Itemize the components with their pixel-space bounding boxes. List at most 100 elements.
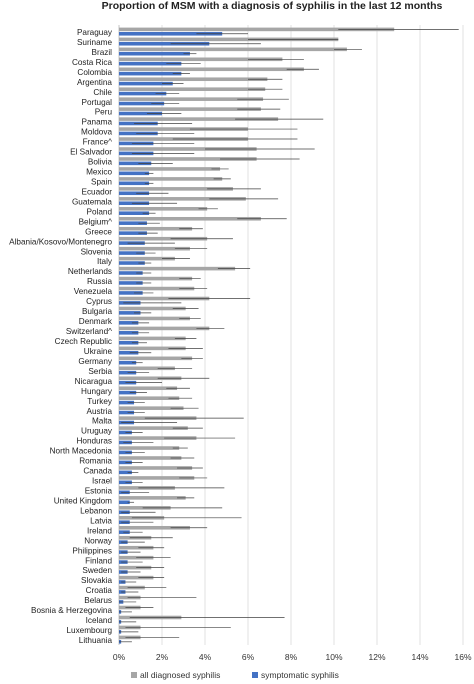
- bar-all-diagnosed: [119, 446, 180, 450]
- country-label: Mexico: [86, 168, 112, 177]
- country-label: Malta: [92, 417, 112, 426]
- bar-symptomatic: [119, 211, 150, 215]
- country-label: Israel: [92, 477, 112, 486]
- country-label: Lebanon: [80, 506, 112, 515]
- bar-symptomatic: [119, 221, 147, 225]
- bar-all-diagnosed: [119, 346, 186, 351]
- bar-symptomatic: [119, 321, 139, 325]
- country-label: Albania/Kosovo/Montenegro: [9, 237, 112, 246]
- country-label: Hungary: [81, 387, 113, 396]
- country-label: Philippines: [72, 546, 112, 555]
- bar-all-diagnosed: [119, 67, 304, 72]
- bar-symptomatic: [119, 111, 162, 116]
- country-label: El Salvador: [70, 148, 112, 157]
- bar-all-diagnosed: [119, 376, 182, 381]
- bar-all-diagnosed: [119, 496, 186, 500]
- x-tick-label: 4%: [199, 652, 212, 662]
- country-label: Lithuania: [79, 636, 113, 645]
- country-label: Portugal: [82, 98, 113, 107]
- country-label: Belgium^: [79, 217, 113, 226]
- x-tick-label: 12%: [368, 652, 385, 662]
- bar-symptomatic: [119, 101, 165, 106]
- country-label: Honduras: [76, 437, 112, 446]
- country-label: Switzerland^: [66, 327, 112, 336]
- bar-all-diagnosed: [119, 216, 261, 221]
- country-label: Ecuador: [82, 187, 113, 196]
- country-label: Ireland: [87, 526, 112, 535]
- country-label: Cyprus: [86, 297, 112, 306]
- x-tick-label: 0%: [113, 652, 126, 662]
- country-label: Finland: [85, 556, 112, 565]
- bar-all-diagnosed: [119, 27, 395, 32]
- country-label: Slovakia: [81, 576, 112, 585]
- country-label: Chile: [93, 88, 112, 97]
- country-label: Russia: [87, 277, 112, 286]
- bar-all-diagnosed: [119, 207, 208, 211]
- country-label: Costa Rica: [72, 58, 112, 67]
- bar-symptomatic: [119, 251, 145, 255]
- country-label: Canada: [83, 467, 112, 476]
- bar-symptomatic: [119, 191, 150, 196]
- country-label: Suriname: [77, 38, 112, 47]
- bar-all-diagnosed: [119, 565, 152, 570]
- bar-all-diagnosed: [119, 426, 188, 430]
- bar-symptomatic: [119, 340, 139, 345]
- bar-all-diagnosed: [119, 147, 257, 151]
- bar-all-diagnosed: [119, 77, 268, 82]
- bar-all-diagnosed: [119, 296, 210, 301]
- legend-swatch-symptomatic: [252, 672, 258, 678]
- bar-all-diagnosed: [119, 436, 197, 440]
- bar-all-diagnosed: [119, 396, 180, 400]
- bar-symptomatic: [119, 331, 139, 335]
- bar-symptomatic: [119, 360, 137, 365]
- bar-symptomatic: [119, 41, 210, 46]
- bar-all-diagnosed: [119, 476, 195, 480]
- country-label: Estonia: [85, 487, 113, 496]
- country-label: Moldova: [81, 128, 112, 137]
- country-label: Paraguay: [77, 28, 113, 37]
- bar-all-diagnosed: [119, 47, 347, 52]
- country-label: Iceland: [86, 616, 113, 625]
- bar-symptomatic: [119, 291, 143, 295]
- bar-all-diagnosed: [119, 286, 195, 291]
- country-label: Argentina: [77, 78, 112, 87]
- bar-all-diagnosed: [119, 336, 186, 341]
- country-label: Sweden: [82, 566, 112, 575]
- bar-all-diagnosed: [119, 127, 248, 131]
- bar-symptomatic: [119, 390, 137, 395]
- country-label: Netherlands: [68, 267, 112, 276]
- country-label: Czech Republic: [55, 337, 112, 346]
- country-label: Luxembourg: [66, 626, 112, 635]
- country-label: Norway: [84, 536, 113, 545]
- bar-all-diagnosed: [119, 177, 223, 181]
- country-label: Spain: [91, 178, 112, 187]
- bar-all-diagnosed: [119, 256, 175, 261]
- bar-all-diagnosed: [119, 545, 154, 550]
- country-label: Turkey: [87, 397, 113, 406]
- bar-all-diagnosed: [119, 37, 339, 42]
- legend-label-all: all diagnosed syphilis: [140, 670, 220, 680]
- bar-all-diagnosed: [119, 386, 178, 391]
- bars: [119, 27, 459, 644]
- bar-all-diagnosed: [119, 326, 210, 331]
- country-label: Belarus: [84, 596, 112, 605]
- legend-label-symptomatic: symptomatic syphilis: [261, 670, 339, 680]
- country-label: Denmark: [79, 317, 113, 326]
- bar-symptomatic: [119, 181, 150, 186]
- x-tick-label: 10%: [325, 652, 342, 662]
- bar-symptomatic: [119, 350, 139, 355]
- legend-swatch-all: [131, 672, 137, 678]
- bar-symptomatic: [119, 81, 173, 86]
- country-label: Poland: [87, 207, 113, 216]
- bar-all-diagnosed: [119, 575, 154, 580]
- country-label: Nicaragua: [75, 377, 113, 386]
- bar-all-diagnosed: [119, 87, 266, 91]
- bar-all-diagnosed: [119, 306, 186, 311]
- bar-all-diagnosed: [119, 167, 221, 171]
- bar-all-diagnosed: [119, 456, 182, 460]
- bar-symptomatic: [119, 261, 145, 265]
- bar-all-diagnosed: [119, 197, 246, 201]
- bar-all-diagnosed: [119, 107, 261, 111]
